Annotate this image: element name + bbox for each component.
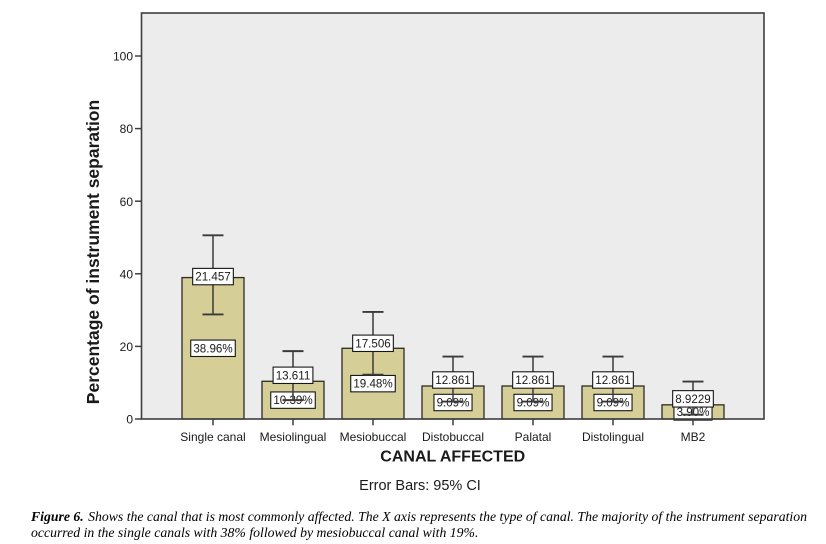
figure-caption-label: Figure 6.: [31, 509, 84, 524]
y-tick-label-80: 80: [120, 122, 134, 136]
ci-width-label-3-box: [432, 371, 474, 389]
x-axis-title: CANAL AFFECTED: [380, 449, 525, 466]
y-tick-label-100: 100: [113, 50, 133, 64]
ci-width-label-2-box: [352, 334, 394, 353]
bar-value-label-0-box: [190, 339, 236, 358]
y-tick-label-40: 40: [120, 267, 134, 281]
figure-caption-text: Shows the canal that is most commonly af…: [31, 509, 807, 540]
ci-width-label-1-box: [272, 366, 314, 385]
y-tick-label-60: 60: [120, 195, 134, 209]
bar-value-label-5-text: 9.09%: [597, 397, 630, 410]
bar-value-label-0-text: 38.96%: [193, 342, 232, 355]
ci-width-label-0-text: 21.457: [195, 271, 230, 284]
ci-width-label-6-text: 8.9229: [675, 393, 710, 406]
ci-width-label-1-text: 13.611: [276, 369, 311, 382]
ci-width-label-5-text: 12.861: [595, 374, 630, 387]
x-tick-label-5: Distolingual: [582, 430, 644, 444]
x-tick-label-1: Mesiolingual: [260, 430, 327, 444]
bar-value-label-4-text: 9.09%: [517, 397, 550, 410]
error-bars-footnote: Error Bars: 95% CI: [359, 478, 481, 494]
bar-chart: 38.96%10.39%19.48%9.09%9.09%9.09%3.90%21…: [83, 12, 765, 494]
ci-width-label-4-box: [512, 371, 554, 389]
x-tick-label-2: Mesiobuccal: [340, 430, 407, 444]
ci-width-label-2-text: 17.506: [355, 337, 390, 350]
x-tick-label-3: Distobuccal: [422, 430, 484, 444]
ci-width-label-3-text: 12.861: [435, 374, 470, 387]
x-tick-label-0: Single canal: [180, 430, 245, 444]
bar-value-label-2-text: 19.48%: [353, 378, 392, 391]
y-tick-label-0: 0: [126, 413, 133, 427]
ci-width-label-4-text: 12.861: [515, 374, 550, 387]
ci-width-label-6-box: [672, 390, 714, 408]
plot-area: [141, 13, 764, 419]
x-tick-label-4: Palatal: [515, 430, 552, 444]
y-axis-title: Percentage of instrument separation: [83, 100, 103, 404]
ci-width-label-0-box: [192, 267, 234, 286]
bar-value-label-3-text: 9.09%: [437, 397, 470, 410]
ci-width-label-5-box: [592, 371, 634, 389]
x-tick-label-6: MB2: [681, 430, 706, 444]
figure-caption: Figure 6. Shows the canal that is most co…: [31, 509, 815, 540]
y-tick-label-20: 20: [120, 340, 134, 354]
